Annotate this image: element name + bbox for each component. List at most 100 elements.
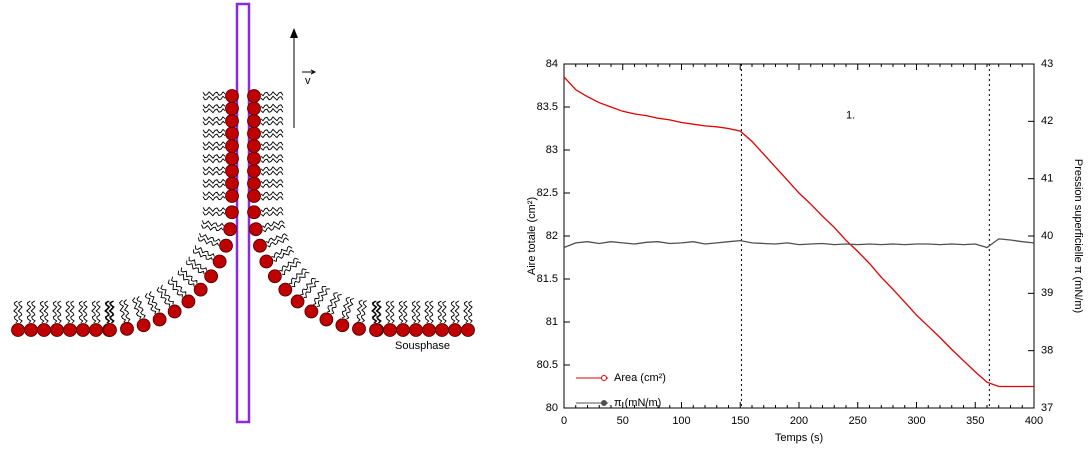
lipid-head bbox=[136, 318, 151, 333]
lipid-tail bbox=[186, 260, 205, 275]
lipid-tail bbox=[202, 145, 226, 151]
y2-tick-label: 41 bbox=[1041, 173, 1053, 185]
lipid-tail bbox=[331, 294, 342, 315]
lipid-tail bbox=[360, 300, 367, 323]
lipid-head bbox=[259, 254, 274, 269]
lipid-head bbox=[63, 323, 77, 337]
lipid-tail bbox=[356, 299, 363, 322]
lipid-tail bbox=[441, 300, 447, 324]
lipid-tail bbox=[260, 128, 284, 134]
lipid-head bbox=[247, 205, 261, 220]
lipid-head bbox=[369, 323, 383, 337]
lipid-tail bbox=[52, 300, 58, 324]
lipid-head bbox=[193, 282, 208, 297]
y2-tick-label: 40 bbox=[1041, 230, 1053, 242]
y2-tick-label: 37 bbox=[1041, 402, 1053, 414]
lipid-tail bbox=[30, 300, 36, 324]
lipid-head bbox=[76, 323, 90, 337]
lipid-tail bbox=[450, 300, 456, 324]
lipid-head bbox=[247, 101, 261, 116]
lipid-tail bbox=[267, 237, 289, 248]
lipid-tail bbox=[202, 116, 226, 122]
lipid-tail bbox=[260, 145, 284, 151]
lipid-tail bbox=[202, 183, 226, 189]
lipid-tail bbox=[341, 296, 350, 319]
lipid-tail bbox=[105, 300, 111, 324]
lipid-head bbox=[225, 189, 239, 203]
lipid-tail bbox=[199, 232, 221, 242]
lipid-tail bbox=[313, 286, 327, 305]
legend-marker bbox=[601, 400, 607, 406]
lipid-head bbox=[11, 323, 25, 337]
lipid-tail bbox=[56, 300, 62, 324]
y2-tick-label: 42 bbox=[1041, 115, 1053, 127]
lipid-tail bbox=[327, 292, 338, 313]
y-tick-label: 83.5 bbox=[537, 101, 558, 113]
lipid-head bbox=[352, 321, 366, 336]
lipid-tail bbox=[316, 288, 330, 308]
lipid-tail bbox=[260, 178, 284, 184]
lipid-tail bbox=[119, 299, 127, 323]
x-tick-label: 400 bbox=[1025, 415, 1043, 427]
lipid-head bbox=[247, 164, 261, 178]
y2-axis-label: Pression superficielle π (mN/m) bbox=[1072, 159, 1084, 313]
lipid-tail bbox=[260, 132, 284, 139]
lipid-tail bbox=[260, 95, 284, 101]
y-tick-label: 83 bbox=[546, 144, 558, 156]
lipid-head bbox=[435, 323, 449, 337]
lipid-tail bbox=[398, 300, 404, 324]
lipid-head bbox=[225, 139, 239, 153]
lipid-head bbox=[225, 151, 239, 166]
lipid-tail bbox=[202, 206, 226, 213]
lipid-tail bbox=[202, 166, 226, 172]
x-tick-label: 350 bbox=[966, 415, 984, 427]
lipid-tail bbox=[202, 170, 226, 176]
lipid-head bbox=[247, 151, 261, 166]
lipid-tail bbox=[109, 300, 115, 324]
diagram: v Sousphase bbox=[11, 2, 475, 424]
lipid-tail bbox=[281, 261, 302, 276]
legend-marker bbox=[601, 375, 607, 381]
x-tick-label: 250 bbox=[849, 415, 867, 427]
lipid-tail bbox=[454, 300, 460, 324]
lipid-tail bbox=[260, 195, 284, 201]
lipid-tail bbox=[279, 257, 299, 272]
vector-head bbox=[310, 69, 317, 75]
lipid-tail bbox=[260, 116, 284, 122]
lipid-tail bbox=[273, 249, 295, 262]
lipid-tail bbox=[202, 95, 226, 101]
lipid-tail bbox=[260, 157, 284, 164]
lipid-tail bbox=[202, 120, 226, 126]
arrow-head bbox=[290, 28, 298, 38]
lipid-tail bbox=[371, 300, 377, 324]
lipid-tail bbox=[197, 237, 220, 246]
x-tick-label: 0 bbox=[561, 415, 567, 427]
lipid-tail bbox=[108, 300, 114, 324]
lipid-tail bbox=[82, 300, 88, 324]
lipid-head bbox=[219, 238, 233, 253]
lipid-tail bbox=[437, 300, 443, 324]
lipid-tail bbox=[372, 300, 378, 324]
y2-tick-label: 39 bbox=[1041, 287, 1053, 299]
y2-tick-label: 43 bbox=[1041, 58, 1053, 70]
lipid-tail bbox=[260, 182, 284, 189]
lipid-head bbox=[267, 269, 282, 284]
lipid-head bbox=[204, 269, 219, 284]
lipid-tail bbox=[300, 277, 316, 296]
lipid-head bbox=[225, 89, 239, 103]
lipid-tail bbox=[428, 300, 434, 324]
lipid-tail bbox=[260, 91, 284, 97]
y-tick-label: 80 bbox=[546, 402, 558, 414]
lipid-head bbox=[50, 323, 64, 337]
lipid-head bbox=[103, 323, 117, 337]
lipid-tail bbox=[260, 103, 284, 109]
lipid-head bbox=[448, 323, 462, 337]
lipid-tail bbox=[202, 153, 226, 160]
lipid-tail bbox=[156, 287, 171, 307]
lipid-tail bbox=[188, 256, 208, 271]
lipid-tail bbox=[389, 300, 395, 324]
lipid-tail bbox=[167, 279, 183, 298]
x-tick-label: 50 bbox=[617, 415, 629, 427]
lipid-tail bbox=[260, 120, 284, 126]
